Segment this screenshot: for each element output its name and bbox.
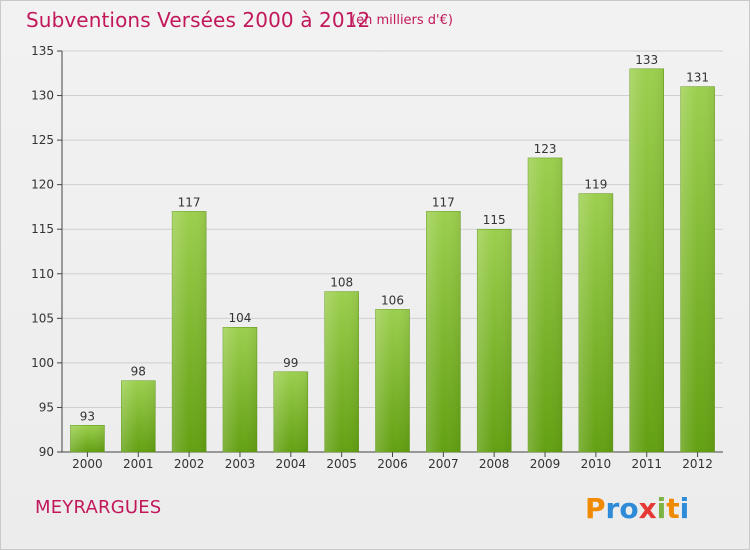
chart-subtitle: (en milliers d'€) (351, 13, 453, 28)
y-tick-label: 100 (31, 356, 54, 370)
y-tick-label: 115 (31, 222, 54, 236)
x-tick-label-2005: 2005 (326, 457, 357, 471)
bars (70, 68, 715, 453)
data-label-2007: 117 (432, 195, 455, 209)
data-label-2008: 115 (483, 213, 506, 227)
bar-shade-2000 (70, 425, 105, 452)
labels: 90 95 100 105 110 115 120 125 130 135 93 2000 98 2001… (31, 44, 713, 471)
bar-shade-2002 (172, 211, 207, 452)
data-label-2005: 108 (330, 276, 353, 290)
x-tick-label-2003: 2003 (225, 457, 256, 471)
bar-shade-2011 (629, 68, 664, 453)
data-label-2002: 117 (178, 195, 201, 209)
data-label-2011: 133 (635, 53, 658, 67)
x-tick-label-2000: 2000 (72, 457, 103, 471)
data-label-2004: 99 (283, 356, 298, 370)
bar-shade-2012 (680, 86, 715, 453)
data-label-2010: 119 (584, 178, 607, 192)
data-label-2003: 104 (229, 311, 252, 325)
x-tick-label-2010: 2010 (581, 457, 612, 471)
bar-shade-2003 (222, 327, 257, 452)
data-label-2009: 123 (534, 142, 557, 156)
y-tick-label: 105 (31, 311, 54, 325)
y-tick-label: 130 (31, 89, 54, 103)
bar-shade-2007 (426, 211, 461, 452)
data-label-2006: 106 (381, 293, 404, 307)
place-name: MEYRARGUES (35, 497, 162, 518)
x-tick-label-2001: 2001 (123, 457, 154, 471)
data-label-2001: 98 (131, 365, 146, 379)
y-tick-label: 110 (31, 267, 54, 281)
x-tick-label-2006: 2006 (377, 457, 408, 471)
data-label-2012: 131 (686, 71, 709, 85)
bar-shade-2006 (375, 309, 410, 452)
y-tick-label: 135 (31, 44, 54, 58)
x-tick-label-2008: 2008 (479, 457, 510, 471)
x-tick-label-2012: 2012 (682, 457, 713, 471)
bar-shade-2009 (528, 157, 563, 452)
y-tick-label: 90 (39, 445, 54, 459)
bar-shade-2004 (273, 371, 308, 452)
x-tick-label-2002: 2002 (174, 457, 205, 471)
x-tick-label-2004: 2004 (276, 457, 307, 471)
x-tick-label-2007: 2007 (428, 457, 459, 471)
data-label-2000: 93 (80, 409, 95, 423)
bar-shade-2005 (324, 291, 359, 452)
svg-text:Proxiti: Proxiti (585, 492, 689, 525)
chart-title: Subventions Versées 2000 à 2012 (26, 8, 371, 32)
bar-shade-2001 (121, 380, 156, 452)
bar-shade-2008 (477, 229, 512, 452)
y-tick-label: 125 (31, 133, 54, 147)
x-tick-label-2011: 2011 (631, 457, 662, 471)
y-tick-label: 120 (31, 178, 54, 192)
proxiti-logo: Proxiti (585, 492, 689, 525)
y-tick-label: 95 (39, 400, 54, 414)
x-tick-label-2009: 2009 (530, 457, 561, 471)
bar-shade-2010 (578, 193, 613, 453)
